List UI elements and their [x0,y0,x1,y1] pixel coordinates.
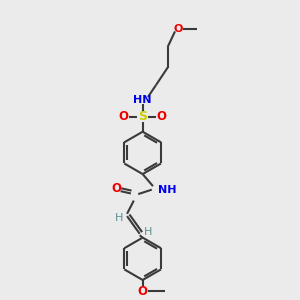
Text: O: O [138,285,148,298]
Text: O: O [173,24,183,34]
Text: NH: NH [158,185,177,195]
Text: O: O [157,110,167,123]
Text: S: S [138,110,147,123]
Text: H: H [144,227,152,237]
Text: O: O [111,182,121,195]
Text: HN: HN [134,95,152,105]
Text: H: H [115,213,123,223]
Text: O: O [118,110,128,123]
